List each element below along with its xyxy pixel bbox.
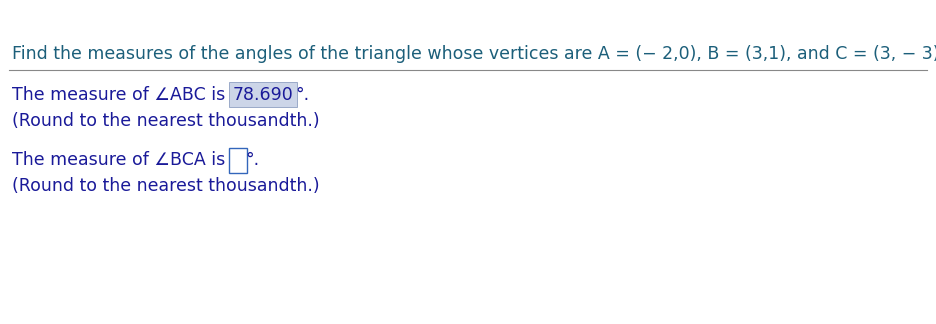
Text: 78.690: 78.690: [233, 86, 294, 104]
Text: The measure of ∠ABC is: The measure of ∠ABC is: [12, 86, 231, 104]
Text: °.: °.: [246, 151, 260, 169]
Text: (Round to the nearest thousandth.): (Round to the nearest thousandth.): [12, 177, 319, 195]
Text: °.: °.: [296, 86, 310, 104]
Text: The measure of ∠BCA is: The measure of ∠BCA is: [12, 151, 231, 169]
Text: (Round to the nearest thousandth.): (Round to the nearest thousandth.): [12, 112, 319, 130]
Text: Find the measures of the angles of the triangle whose vertices are A = (− 2,0), : Find the measures of the angles of the t…: [12, 45, 936, 63]
